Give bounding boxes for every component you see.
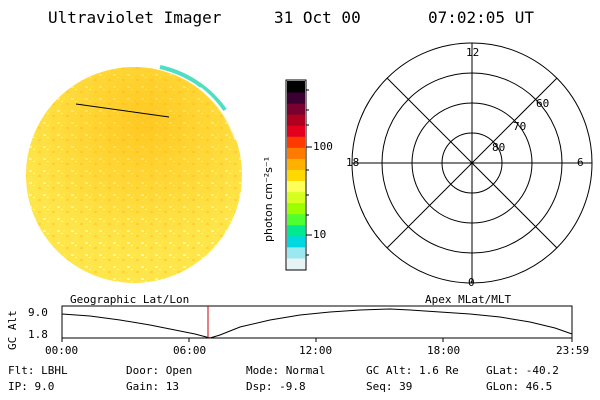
gain-info: Gain: 13 [126,380,179,393]
colorbar-band [287,92,305,104]
orbit-ytick-high: 9.0 [28,306,48,319]
mode-info: Mode: Normal [246,364,326,377]
time-label: 07:02:05 UT [428,8,534,27]
orbit-xtick-1: 06:00 [173,344,207,357]
filter-info: Flt: LBHL [8,364,68,377]
colorbar-band [287,169,305,182]
colorbar-band [287,158,305,170]
polar-label-6: 6 [577,156,584,169]
orbit-plot [61,305,573,342]
colorbar-band [287,180,305,193]
uv-globe-image [26,65,242,283]
orbit-ylabel: GC Alt [6,310,19,350]
limb-edge [159,65,227,112]
seq-info: Seq: 39 [366,380,413,393]
orbit-xtick-0: 00:00 [45,344,79,357]
glat-info: GLat: -40.2 [486,364,559,377]
colorbar-band [287,235,305,248]
polar-ring-label-80: 80 [492,141,506,154]
colorbar-band [287,202,305,215]
colorbar-band [287,125,305,137]
colorbar-label-100: 100 [313,140,333,153]
colorbar [285,79,312,271]
colorbar-band [287,81,305,93]
polar-ring-label-60: 60 [536,97,550,110]
orbit-ytick-low: 1.8 [28,328,48,341]
ip-info: IP: 9.0 [8,380,55,393]
orbit-xtick-2: 12:00 [299,344,333,357]
colorbar-band [287,103,305,115]
gc-alt-info: GC Alt: 1.6 Re [366,364,459,377]
orbit-xtick-4: 23:59 [556,344,590,357]
orbit-xtick-3: 18:00 [427,344,461,357]
orbit-right-title: Apex MLat/MLT [425,293,512,306]
polar-ring-label-70: 70 [513,120,527,133]
colorbar-band [287,114,305,126]
polar-label-0: 0 [468,276,475,289]
orbit-left-title: Geographic Lat/Lon [70,293,190,306]
colorbar-label-10: 10 [313,228,327,241]
colorbar-unit-label: photon cm⁻²s⁻¹ [262,156,275,242]
door-info: Door: Open [126,364,193,377]
polar-label-18: 18 [346,156,360,169]
colorbar-band [287,224,305,237]
polar-grid [351,42,593,284]
colorbar-band [287,257,305,270]
dsp-info: Dsp: -9.8 [246,380,306,393]
altitude-curve [61,308,573,339]
instrument-title: Ultraviolet Imager [48,8,222,27]
colorbar-band [287,147,305,159]
colorbar-band [287,136,305,148]
colorbar-band [287,213,305,226]
trace-line [75,103,170,118]
polar-label-12: 12 [466,46,480,59]
colorbar-band [287,191,305,204]
colorbar-band [287,246,305,259]
glon-info: GLon: 46.5 [486,380,553,393]
date-label: 31 Oct 00 [274,8,361,27]
